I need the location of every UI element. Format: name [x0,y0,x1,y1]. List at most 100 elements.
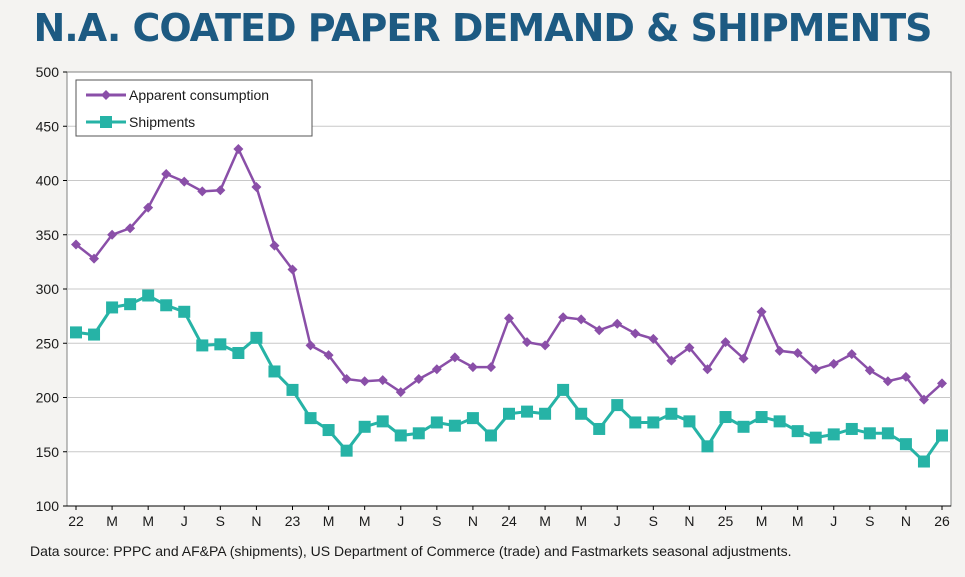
x-tick-label: J [830,513,837,529]
consumption-point [882,376,893,387]
x-tick-label: S [649,513,658,529]
shipments-point [124,298,137,311]
x-tick-label: J [614,513,621,529]
consumption-point [449,352,460,363]
x-tick-label: M [575,513,587,529]
shipments-point [936,429,948,442]
shipments-point [791,425,804,438]
consumption-point [89,253,100,264]
consumption-point [377,375,388,386]
x-tick-label: M [323,513,335,529]
x-tick-label: 22 [68,513,84,529]
shipments-point [737,420,750,433]
x-tick-label: M [106,513,118,529]
shipments-point [755,411,768,424]
consumption-point [540,340,551,351]
shipments-point [575,407,588,420]
consumption-point [810,364,821,375]
consumption-point [143,202,154,213]
consumption-point [179,176,190,187]
shipments-point [683,415,696,428]
shipments-point [466,412,479,425]
shipments-point [340,444,353,457]
consumption-point [937,378,947,389]
shipments-point [106,301,119,314]
consumption-point [846,349,857,360]
shipments-point [232,347,245,360]
shipments-point [250,331,263,344]
consumption-point [215,185,226,196]
consumption-point [485,362,496,373]
legend-label: Apparent consumption [129,87,269,103]
shipments-point [827,428,840,441]
consumption-point [431,364,442,375]
shipments-point [196,339,209,352]
consumption-point [630,328,641,339]
shipments-point [484,429,497,442]
x-tick-label: 24 [501,513,517,529]
shipments-point [611,399,624,412]
consumption-point [864,365,875,376]
x-tick-label: J [397,513,404,529]
x-tick-label: M [142,513,154,529]
shipments-point [863,427,876,440]
chart-title: N.A. COATED PAPER DEMAND & SHIPMENTS [33,6,932,50]
y-tick-label: 150 [36,444,60,460]
shipments-point [701,440,714,453]
x-tick-label: N [901,513,911,529]
consumption-point [792,348,803,359]
consumption-point [413,374,424,385]
x-tick-label: 26 [934,513,950,529]
x-tick-label: M [539,513,551,529]
consumption-point [467,362,478,373]
consumption-point [774,345,785,356]
y-tick-label: 300 [36,281,60,297]
shipments-point [322,424,335,437]
shipments-point [214,338,227,351]
shipments-point [503,407,515,420]
shipments-point [845,422,858,435]
shipments-point [629,416,642,429]
shipments-point [142,289,155,302]
shipments-point [899,438,912,451]
x-tick-label: M [359,513,371,529]
y-tick-label: 350 [36,227,60,243]
shipments-point [665,407,678,420]
x-tick-label: S [216,513,225,529]
shipments-point [719,411,732,424]
shipments-point [448,419,461,432]
shipments-point [268,365,281,378]
x-tick-label: M [756,513,768,529]
shipments-point [178,305,191,318]
x-tick-label: 23 [285,513,301,529]
consumption-point [161,168,172,179]
consumption-point [305,340,316,351]
consumption-point [269,240,280,251]
shipments-point [647,416,660,429]
y-tick-label: 250 [36,335,60,351]
legend-marker-square [100,116,112,128]
consumption-point [197,186,208,197]
shipments-point [593,422,606,435]
consumption-point [323,350,334,361]
shipments-point [88,328,101,341]
x-tick-label: S [865,513,874,529]
consumption-point [612,318,623,329]
shipments-point [773,415,786,428]
shipments-point [412,427,425,440]
shipments-point [430,416,443,429]
consumption-point [107,229,118,240]
consumption-point [594,325,605,336]
y-tick-label: 400 [36,173,60,189]
y-tick-label: 450 [36,118,60,134]
x-tick-label: N [684,513,694,529]
shipments-point [881,427,894,440]
consumption-point [828,358,839,369]
legend-box [75,79,313,137]
consumption-point [504,313,514,324]
y-tick-label: 200 [36,390,60,406]
x-tick-label: M [792,513,804,529]
shipments-point [394,429,407,442]
shipments-point [539,407,552,420]
